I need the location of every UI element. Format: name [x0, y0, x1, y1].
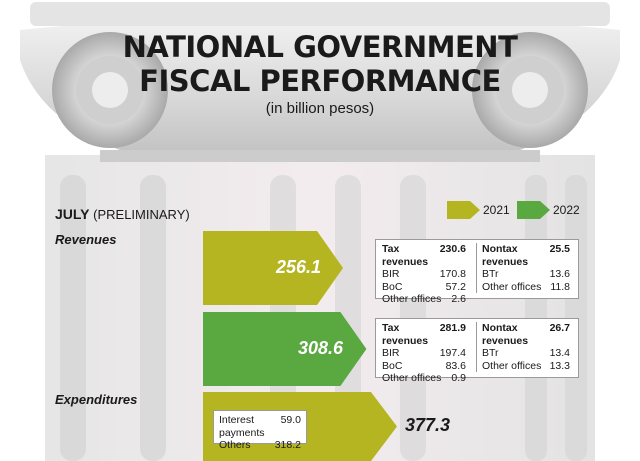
breakdown-row: Other offices 11.8	[482, 280, 570, 293]
pillar-capital	[20, 15, 620, 150]
breakdown-row: BIR 170.8	[382, 268, 466, 280]
nontax-revenue-row: Nontax revenues 25.5	[482, 243, 570, 268]
breakdown-box-revenues-2021: Tax revenues 230.6 BIR 170.8 BoC 57.2 Other…	[375, 239, 579, 305]
pillar-neck	[100, 150, 540, 162]
breakdown-row: BTr 13.6	[482, 268, 570, 280]
legend-label-2021: 2021	[483, 203, 510, 217]
tax-revenue-row: Tax revenues 281.9	[382, 322, 466, 347]
period-note: (PRELIMINARY)	[93, 207, 190, 222]
category-label-expenditures: Expenditures	[55, 392, 138, 407]
breakdown-row: Other offices 13.3	[482, 359, 570, 372]
chart-subtitle: (in billion pesos)	[265, 100, 375, 117]
chart-title-line1: NATIONAL GOVERNMENT	[122, 30, 518, 64]
chart-title-line2: FISCAL PERFORMANCE	[139, 64, 501, 98]
legend-swatch-2021	[447, 201, 480, 219]
bar-revenues-2021	[203, 231, 344, 305]
breakdown-row: Interest payments 59.0	[219, 414, 301, 439]
bar-revenues-2022	[203, 312, 367, 386]
period-month: JULY	[55, 206, 90, 222]
legend	[447, 201, 550, 219]
expenditure-column: Interest payments 59.0 Others 318.2	[219, 414, 301, 452]
breakdown-row: BTr 13.4	[482, 347, 570, 359]
legend-swatch-2022	[517, 201, 550, 219]
breakdown-row: BoC 57.2	[382, 280, 466, 293]
pillar-abacus	[30, 2, 610, 26]
breakdown-row: BoC 83.6	[382, 359, 466, 372]
nontax-revenue-column: Nontax revenues 26.7 BTr 13.4 Other office…	[476, 322, 570, 372]
nontax-revenue-row: Nontax revenues 26.7	[482, 322, 570, 347]
tax-revenue-column: Tax revenues 230.6 BIR 170.8 BoC 57.2 Other…	[382, 243, 466, 306]
tax-revenue-row: Tax revenues 230.6	[382, 243, 466, 268]
breakdown-box-expenditures-2021: Interest payments 59.0 Others 318.2	[213, 410, 307, 451]
data-label-expenditures-2021: 377.3	[405, 415, 451, 435]
data-label-revenues-2021: 256.1	[276, 257, 322, 277]
legend-label-2022: 2022	[553, 203, 580, 217]
breakdown-row: Other offices 0.9	[382, 372, 466, 384]
breakdown-row: BIR 197.4	[382, 347, 466, 359]
breakdown-row: Other offices 2.6	[382, 293, 466, 305]
breakdown-box-revenues-2022: Tax revenues 281.9 BIR 197.4 BoC 83.6 Other…	[375, 318, 579, 384]
category-label-revenues: Revenues	[55, 232, 117, 247]
breakdown-row: Others 318.2	[219, 439, 301, 451]
tax-revenue-column: Tax revenues 281.9 BIR 197.4 BoC 83.6 Other…	[382, 322, 466, 385]
period-label: JULY (PRELIMINARY)	[55, 206, 190, 222]
nontax-revenue-column: Nontax revenues 25.5 BTr 13.6 Other office…	[476, 243, 570, 293]
data-label-revenues-2022: 308.6	[298, 338, 344, 358]
